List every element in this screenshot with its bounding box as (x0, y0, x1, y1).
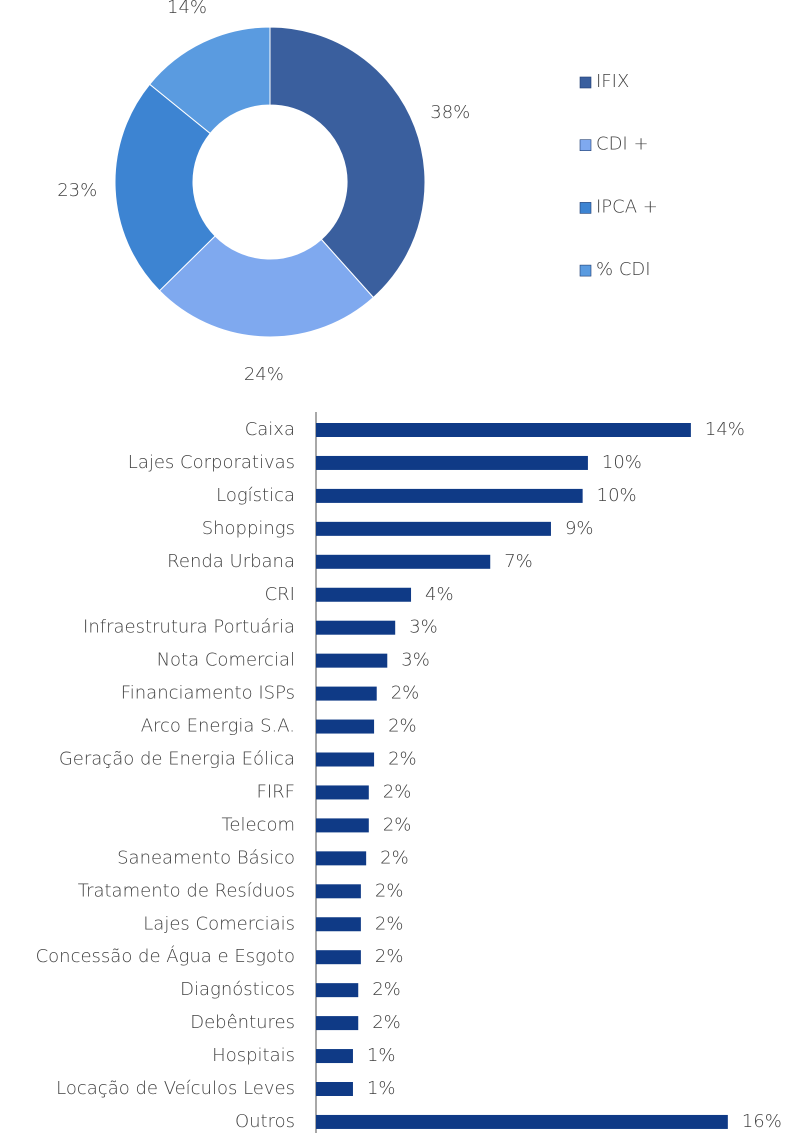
value-label: 2% (380, 847, 409, 868)
category-label: Locação de Veículos Leves (56, 1078, 295, 1099)
legend-swatch (579, 202, 592, 214)
legend-swatch (579, 139, 592, 151)
value-label: 2% (388, 716, 417, 737)
bar (316, 587, 412, 602)
value-label: 3% (401, 650, 430, 671)
category-label: Shoppings (202, 518, 295, 539)
value-label: 9% (565, 518, 594, 539)
bar (316, 818, 369, 833)
category-label: Concessão de Água e Esgoto (36, 945, 295, 967)
bar (316, 983, 359, 998)
value-label: 2% (372, 979, 401, 1000)
value-label: 2% (375, 880, 404, 901)
category-label: Renda Urbana (167, 551, 295, 572)
value-label: 4% (425, 584, 454, 605)
category-label: CRI (265, 584, 295, 605)
bar (316, 554, 491, 569)
category-label: Financiamento ISPs (121, 683, 295, 704)
value-label: 1% (367, 1078, 396, 1099)
bar (316, 521, 551, 536)
value-label: 2% (383, 781, 412, 802)
category-label: Caixa (245, 419, 295, 440)
slice-label: 23% (57, 180, 97, 201)
category-label: Diagnósticos (180, 979, 295, 1000)
category-label: FIRF (256, 781, 295, 802)
category-label: Debêntures (190, 1012, 295, 1033)
bar (316, 851, 367, 866)
value-label: 10% (597, 485, 637, 506)
bar (316, 719, 375, 734)
value-label: 1% (367, 1045, 396, 1066)
bar (316, 653, 388, 668)
category-label: Arco Energia S.A. (141, 716, 295, 737)
category-label: Infraestrutura Portuária (83, 617, 295, 638)
bar (316, 884, 361, 899)
value-label: 2% (375, 946, 404, 967)
slice-label: 38% (430, 102, 470, 123)
bar (316, 488, 583, 503)
value-label: 10% (602, 452, 642, 473)
donut-slice (158, 235, 375, 338)
bar (316, 1049, 353, 1064)
bar (316, 785, 369, 800)
bar (316, 950, 361, 965)
bar (316, 1016, 359, 1031)
donut-slice (148, 26, 271, 135)
category-label: Logística (216, 485, 295, 506)
bar (316, 686, 377, 701)
value-label: 2% (391, 683, 420, 704)
legend-label: CDI + (596, 134, 649, 155)
value-label: 2% (375, 913, 404, 934)
legend-label: IFIX (596, 71, 629, 92)
bar (316, 1114, 728, 1129)
value-label: 14% (705, 419, 745, 440)
legend-swatch (579, 264, 592, 277)
donut-slice (114, 83, 216, 292)
legend-swatch (579, 76, 592, 89)
value-label: 2% (383, 814, 412, 835)
value-label: 7% (504, 551, 533, 572)
category-label: Nota Comercial (157, 650, 295, 671)
category-label: Telecom (221, 814, 295, 835)
legend-label: IPCA + (596, 196, 658, 217)
slice-label: 24% (244, 364, 284, 385)
value-label: 3% (409, 617, 438, 638)
legend-label: % CDI (596, 259, 651, 280)
bar (316, 752, 375, 767)
category-label: Saneamento Básico (117, 847, 295, 868)
category-label: Outros (235, 1111, 295, 1132)
slice-label: 14% (167, 0, 207, 18)
category-label: Hospitais (212, 1045, 295, 1066)
value-label: 2% (388, 749, 417, 770)
bar (316, 620, 396, 635)
category-label: Lajes Comerciais (143, 913, 295, 934)
bar (316, 1082, 353, 1096)
value-label: 2% (372, 1012, 401, 1033)
bar (316, 917, 361, 932)
value-label: 16% (742, 1111, 782, 1132)
category-label: Tratamento de Resíduos (78, 880, 295, 901)
bar (316, 455, 588, 470)
category-label: Geração de Energia Eólica (59, 749, 295, 770)
category-label: Lajes Corporativas (128, 452, 295, 473)
bar (316, 423, 691, 437)
donut-slice (269, 26, 426, 299)
